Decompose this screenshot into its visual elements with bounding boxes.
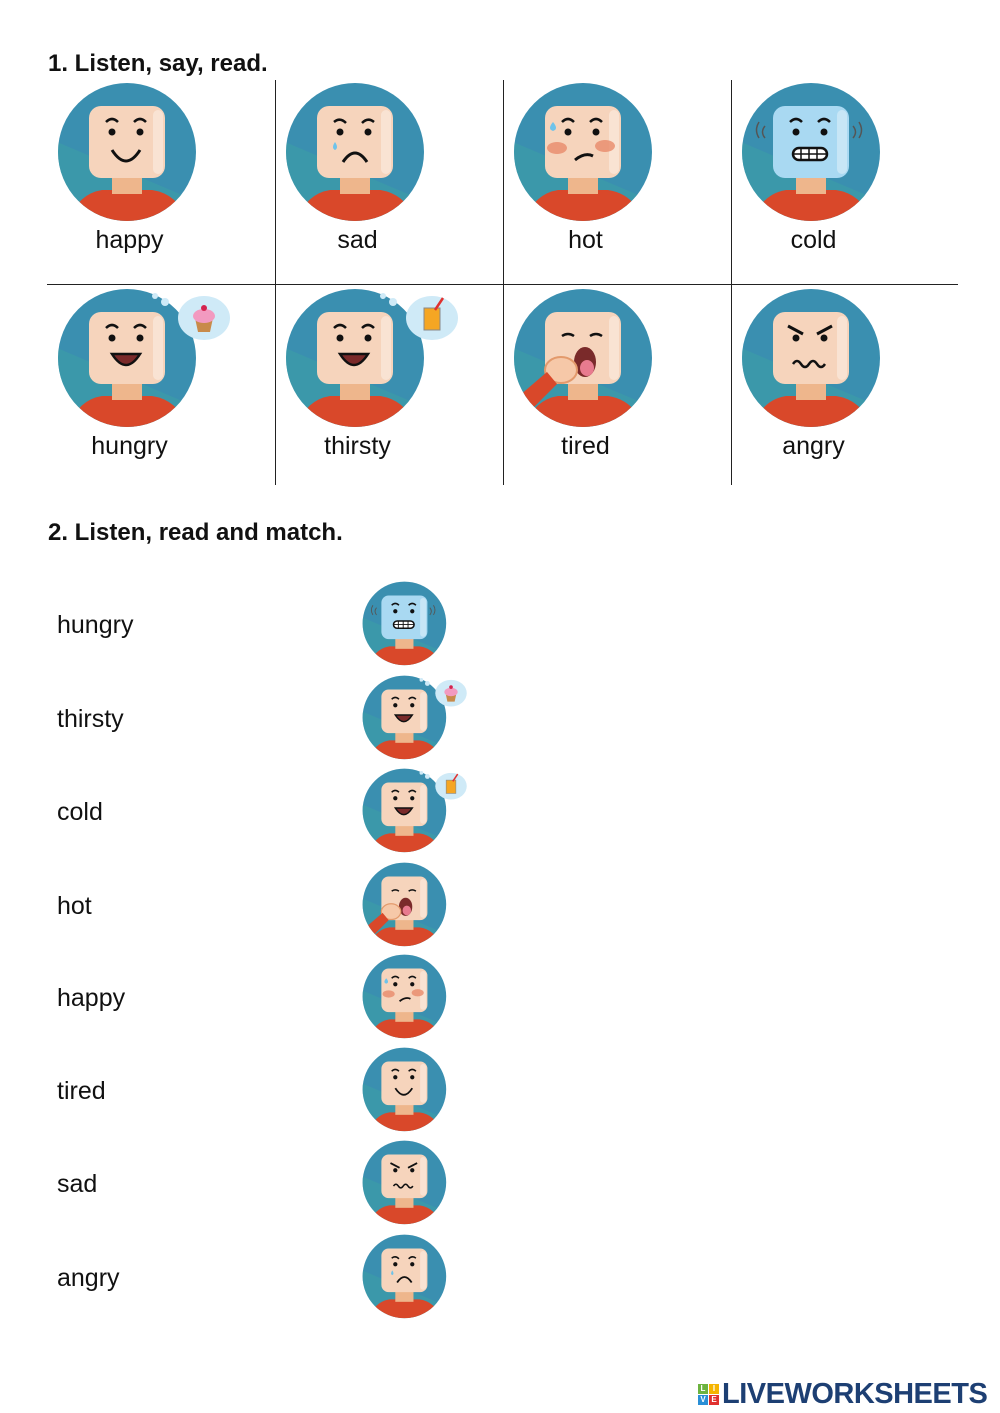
happy-face-icon (58, 83, 196, 221)
match-row: angry (0, 1234, 600, 1324)
vocab-label: happy (95, 226, 164, 254)
liveworksheets-logo: L I V E LIVEWORKSHEETS (698, 1378, 988, 1411)
logo-tile: L (698, 1384, 708, 1394)
sad-face-icon (286, 83, 424, 221)
hot-face-icon (514, 83, 652, 221)
vocab-label: angry (782, 432, 845, 460)
vocab-label: hungry (91, 432, 168, 460)
vocab-card-tired: tired (503, 286, 731, 490)
thirsty-face-icon[interactable] (362, 768, 474, 854)
vocab-card-thirsty: thirsty (275, 286, 503, 490)
angry-face-icon (742, 289, 880, 427)
match-row: happy (0, 954, 600, 1044)
sad-face-icon[interactable] (362, 1234, 448, 1320)
tired-face-icon (514, 289, 652, 427)
match-row: sad (0, 1140, 600, 1230)
vocab-card-sad: sad (275, 80, 503, 284)
vocab-card-hot: hot (503, 80, 731, 284)
match-row: hot (0, 862, 600, 952)
angry-face-icon[interactable] (362, 1140, 448, 1226)
logo-text: LIVEWORKSHEETS (722, 1378, 988, 1410)
vocab-label: thirsty (324, 432, 391, 460)
match-row: tired (0, 1047, 600, 1137)
match-row: thirsty (0, 675, 600, 765)
happy-face-icon[interactable] (362, 1047, 448, 1133)
grid-divider (503, 80, 504, 485)
match-word[interactable]: cold (57, 798, 103, 826)
section2-title: 2. Listen, read and match. (48, 519, 343, 546)
vocab-card-cold: cold (731, 80, 959, 284)
grid-divider (731, 80, 732, 485)
hungry-face-icon[interactable] (362, 675, 474, 761)
match-row: hungry (0, 581, 600, 671)
grid-divider (47, 284, 958, 285)
match-word[interactable]: angry (57, 1264, 120, 1292)
cold-face-icon[interactable] (362, 581, 448, 667)
section1-title: 1. Listen, say, read. (48, 50, 268, 77)
vocab-label: hot (568, 226, 603, 254)
vocab-label: sad (337, 226, 378, 254)
logo-tile: I (709, 1384, 719, 1394)
match-word[interactable]: hungry (57, 611, 134, 639)
hungry-face-icon (58, 289, 230, 427)
logo-tile: E (709, 1395, 719, 1405)
vocab-card-angry: angry (731, 286, 959, 490)
match-word[interactable]: happy (57, 984, 126, 1012)
vocab-label: tired (561, 432, 610, 460)
thirsty-face-icon (286, 289, 458, 427)
grid-divider (275, 80, 276, 485)
match-word[interactable]: tired (57, 1077, 106, 1105)
match-row: cold (0, 768, 600, 858)
vocabulary-grid: happy sad hot cold hungry thirsty tired … (47, 80, 958, 485)
logo-tile: V (698, 1395, 708, 1405)
match-word[interactable]: sad (57, 1170, 98, 1198)
tired-face-icon[interactable] (362, 862, 448, 948)
logo-tiles-icon: L I V E (698, 1384, 719, 1405)
hot-face-icon[interactable] (362, 954, 448, 1040)
vocab-label: cold (790, 226, 837, 254)
vocab-card-hungry: hungry (47, 286, 275, 490)
match-word[interactable]: thirsty (57, 705, 124, 733)
match-word[interactable]: hot (57, 892, 92, 920)
vocab-card-happy: happy (47, 80, 275, 284)
cold-face-icon (742, 83, 880, 221)
